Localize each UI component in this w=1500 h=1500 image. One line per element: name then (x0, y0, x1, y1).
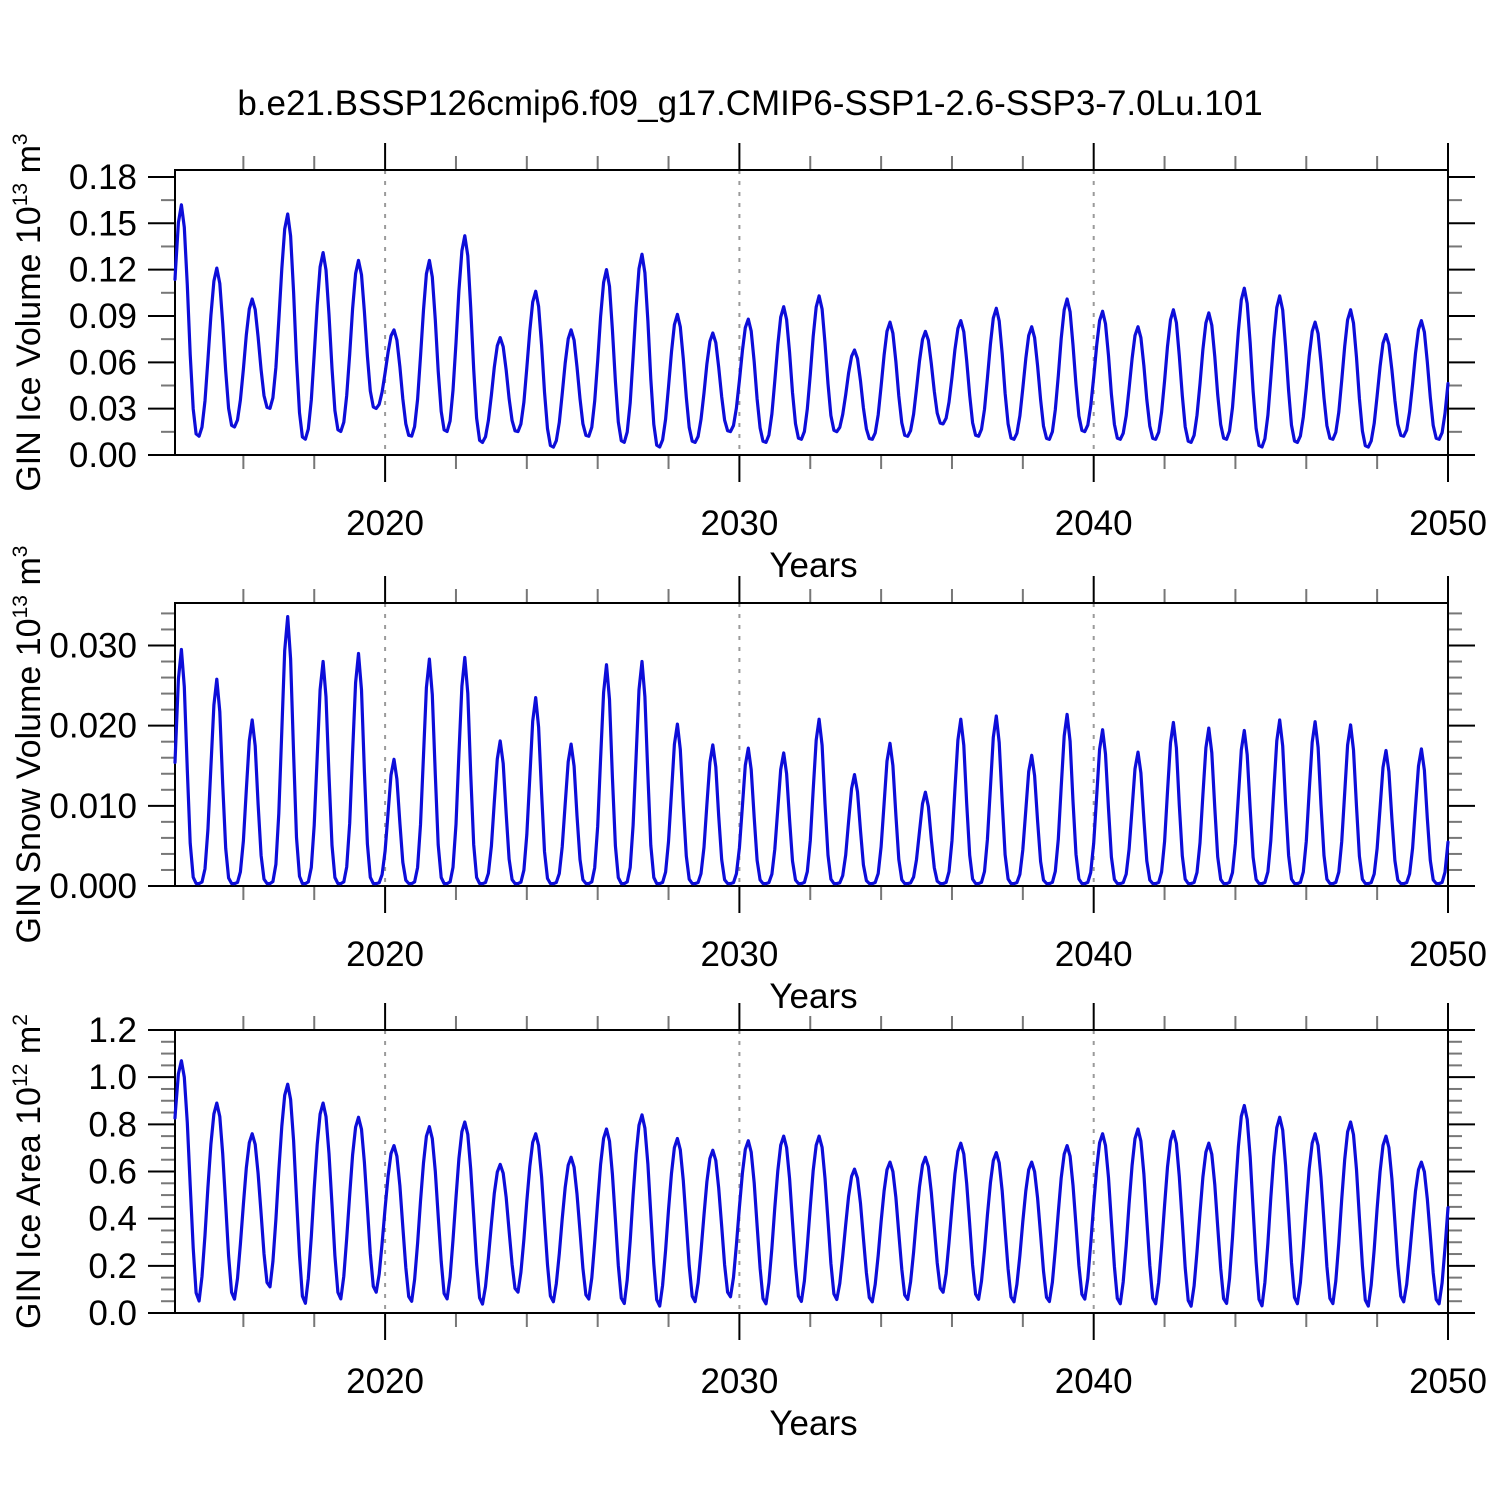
tick-label: 0.010 (49, 787, 137, 826)
tick-label: 2020 (346, 504, 424, 543)
tick-label: 2030 (700, 1362, 778, 1401)
x-minor-ticks (242, 156, 1379, 469)
tick-label: 2030 (700, 504, 778, 543)
tick-label: 2050 (1409, 935, 1487, 974)
tick-label: 0.00 (69, 436, 137, 475)
gridlines (384, 170, 1095, 455)
tick-label: 0.4 (88, 1200, 137, 1239)
tick-label: 0.03 (69, 390, 137, 429)
tick-label: 1.2 (88, 1011, 137, 1050)
y-minor-ticks (161, 1040, 1462, 1303)
x-axis-title: Years (769, 1404, 857, 1443)
tick-label: 2020 (346, 935, 424, 974)
tick-label: 0.0 (88, 1294, 137, 1333)
chart-gin-ice-area: 2020 2030 2040 2050 0.0 0.2 0.4 0.6 0.8 1.0 1.2 GIN… (9, 1003, 1487, 1443)
axis-title: GIN Snow Volume 1013 m3 (9, 545, 48, 943)
axis-title: GIN Ice Area 1012 m2 (9, 1014, 48, 1329)
tick-label: 0.030 (49, 626, 137, 665)
chart-gin-ice-volume: 2020 2030 2040 2050 0.00 0.03 0.06 0.09 0.12 0.15… (9, 133, 1487, 585)
tick-label: 0.6 (88, 1153, 137, 1192)
tick-label: 0.09 (69, 297, 137, 336)
tick-label: 0.000 (49, 867, 137, 906)
y-axis: 0.000 0.010 0.020 0.030 (49, 626, 1475, 906)
plot-frame (174, 1029, 1449, 1314)
x-minor-ticks (242, 589, 1379, 900)
chart-gin-snow-volume: 2020 2030 2040 2050 0.000 0.010 0.020 0.030GIN … (9, 545, 1487, 1016)
gridlines (384, 1030, 1095, 1313)
tick-label: 2040 (1055, 935, 1133, 974)
data-line-gin-ice-area (173, 1059, 1450, 1308)
plot-frame (174, 169, 1449, 456)
tick-label: 0.12 (69, 251, 137, 290)
gridlines (384, 603, 1095, 886)
tick-label: 0.06 (69, 343, 137, 382)
data-line-gin-ice-volume (173, 203, 1450, 449)
y-minor-ticks (161, 612, 1462, 871)
tick-label: 2050 (1409, 1362, 1487, 1401)
tick-label: 0.18 (69, 158, 137, 197)
y-axis: 0.0 0.2 0.4 0.6 0.8 1.0 1.2 (88, 1011, 1475, 1333)
y-minor-ticks (161, 199, 1462, 433)
tick-label: 2040 (1055, 1362, 1133, 1401)
x-axis: 2020 2030 2040 2050 (346, 1003, 1487, 1401)
x-axis-title: Years (769, 977, 857, 1016)
tick-label: 0.15 (69, 204, 137, 243)
x-axis: 2020 2030 2040 2050 (346, 576, 1487, 974)
tick-label: 0.020 (49, 707, 137, 746)
figure-title: b.e21.BSSP126cmip6.f09_g17.CMIP6-SSP1-2.… (237, 84, 1263, 123)
y-axis: 0.00 0.03 0.06 0.09 0.12 0.15 0.18 (69, 158, 1475, 475)
data-line-gin-snow-volume (173, 614, 1450, 886)
tick-label: 2030 (700, 935, 778, 974)
x-axis: 2020 2030 2040 2050 (346, 143, 1487, 543)
x-minor-ticks (242, 1016, 1379, 1327)
x-axis-title: Years (769, 546, 857, 585)
tick-label: 0.8 (88, 1105, 137, 1144)
axis-title: GIN Ice Volume 1013 m3 (9, 133, 48, 491)
tick-label: 1.0 (88, 1058, 137, 1097)
tick-label: 2040 (1055, 504, 1133, 543)
tick-label: 0.2 (88, 1247, 137, 1286)
tick-label: 2020 (346, 1362, 424, 1401)
tick-label: 2050 (1409, 504, 1487, 543)
